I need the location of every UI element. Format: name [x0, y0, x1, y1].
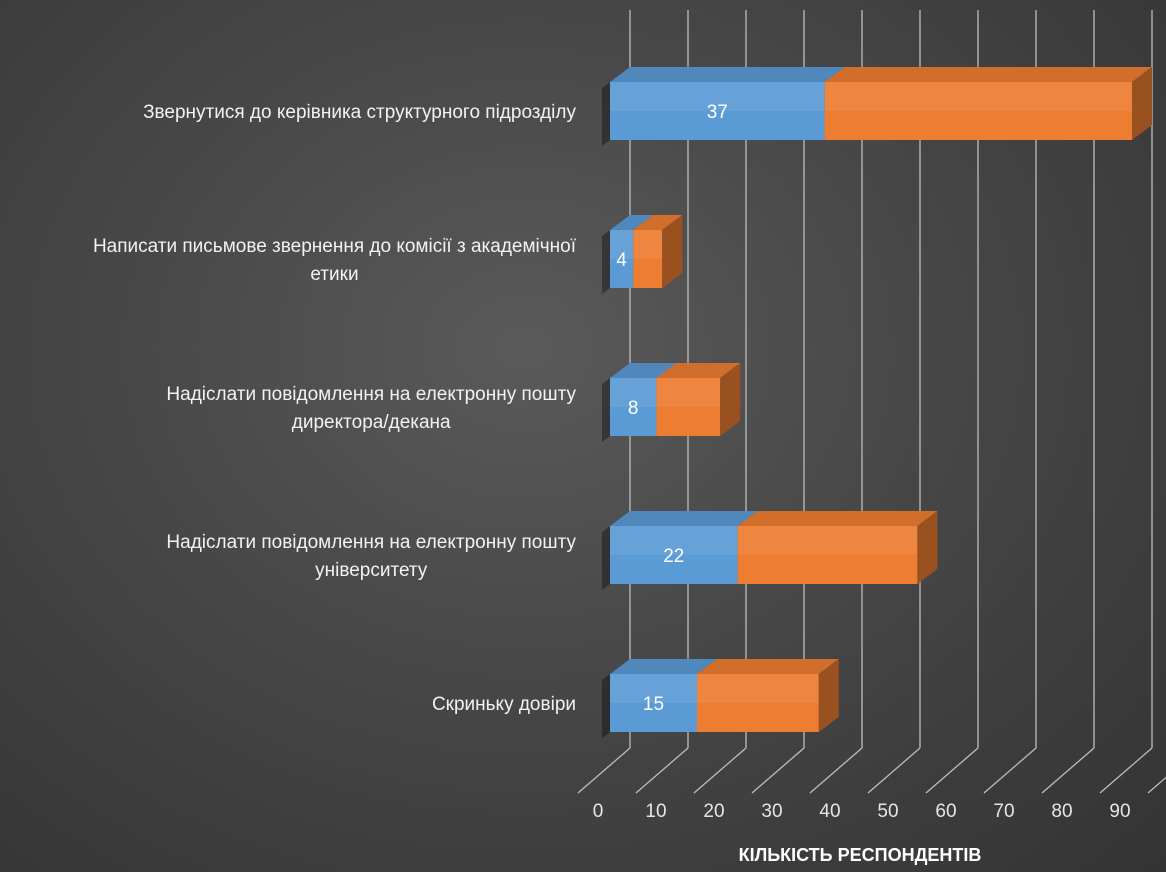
tick-label-50: 50 [877, 801, 898, 822]
floor-gridline-30 [751, 747, 805, 794]
bar-sheen-s1-4 [697, 674, 819, 703]
bar-top-s1-4 [697, 659, 839, 674]
data-label-3: 22 [663, 546, 684, 567]
tick-label-20: 20 [703, 801, 724, 822]
tick-label-70: 70 [993, 801, 1014, 822]
labels: 37 Звернутися до керівника структурного п… [93, 102, 1131, 865]
floor-gridline-80 [1041, 747, 1095, 794]
category-label-2: Надіслати повідомлення на електронну пош… [166, 384, 576, 433]
bar-sheen-s1-0 [824, 82, 1132, 111]
tick-label-0: 0 [593, 801, 604, 822]
floor-gridline-10 [635, 747, 689, 794]
bar-top-s1-0 [824, 67, 1152, 82]
bar-s0-2 [610, 378, 657, 436]
bar-s0-1 [610, 230, 634, 288]
category-label-3: Надіслати повідомлення на електронну пош… [166, 532, 576, 581]
bar-sheen-s0-0 [610, 82, 825, 111]
bar-shadow [602, 230, 610, 294]
bar-side-s1-4 [818, 659, 839, 732]
bar-s1-1 [633, 230, 663, 288]
bar-side-s1-1 [662, 215, 683, 288]
floor-gridline-40 [809, 747, 863, 794]
tick-label-10: 10 [645, 801, 666, 822]
bar-sheen-s0-1 [610, 230, 634, 259]
category-label-0: Звернутися до керівника структурного під… [143, 102, 576, 123]
bar-top-s0-0 [610, 67, 845, 82]
x-axis-title: КІЛЬКІСТЬ РЕСПОНДЕНТІВ [739, 845, 982, 865]
bar-group-4 [602, 659, 839, 738]
bar-sheen-s0-4 [610, 674, 697, 703]
bar-top-s0-3 [610, 511, 758, 526]
tick-label-60: 60 [935, 801, 956, 822]
floor-gridline-0 [577, 747, 631, 794]
bar-sheen-s0-2 [610, 378, 657, 407]
bar-s1-3 [737, 526, 918, 584]
tick-label-30: 30 [761, 801, 782, 822]
bar-shadow [602, 82, 610, 146]
floor-gridline-50 [867, 747, 921, 794]
tick-label-40: 40 [819, 801, 840, 822]
bar-top-s0-1 [610, 215, 654, 230]
bar-top-s1-3 [737, 511, 938, 526]
bar-shadow [602, 674, 610, 738]
bar-sheen-s1-1 [633, 230, 663, 259]
category-label-1: Написати письмове звернення до комісії з… [93, 236, 577, 285]
floor-gridline-20 [693, 747, 747, 794]
floor-gridline-60 [925, 747, 979, 794]
bar-group-3 [602, 511, 938, 590]
data-label-4: 15 [643, 694, 664, 715]
data-label-0: 37 [707, 102, 728, 123]
bar-sheen-s0-3 [610, 526, 738, 555]
bar-side-s1-3 [917, 511, 938, 584]
bar-sheen-s1-2 [656, 378, 721, 407]
floor-gridline-70 [983, 747, 1037, 794]
floor-gridline-90 [1099, 747, 1153, 794]
bar-sheen-s1-3 [737, 526, 918, 555]
bar-group-2 [602, 363, 741, 442]
bar-shadow [602, 378, 610, 442]
data-label-2: 8 [628, 398, 639, 419]
bar-group-1 [602, 215, 683, 294]
bar-s1-0 [824, 82, 1132, 140]
category-label-4: Скриньку довіри [432, 694, 576, 715]
bar-s0-4 [610, 674, 697, 732]
bar-s1-4 [697, 674, 819, 732]
bar-group-0 [602, 67, 1152, 146]
bar-side-s1-2 [720, 363, 741, 436]
tick-label-80: 80 [1051, 801, 1072, 822]
bar-top-s1-2 [656, 363, 741, 378]
bar-s1-2 [656, 378, 721, 436]
bars [602, 67, 1152, 738]
data-label-1: 4 [616, 250, 627, 271]
bar-top-s0-2 [610, 363, 677, 378]
bar-s0-3 [610, 526, 738, 584]
bar-shadow [602, 526, 610, 590]
bar-side-s1-0 [1132, 67, 1152, 140]
bar-s0-0 [610, 82, 825, 140]
floor-gridline-end [1147, 776, 1166, 794]
tick-label-90: 90 [1109, 801, 1130, 822]
bar-top-s1-1 [633, 215, 683, 230]
bar-top-s0-4 [610, 659, 717, 674]
